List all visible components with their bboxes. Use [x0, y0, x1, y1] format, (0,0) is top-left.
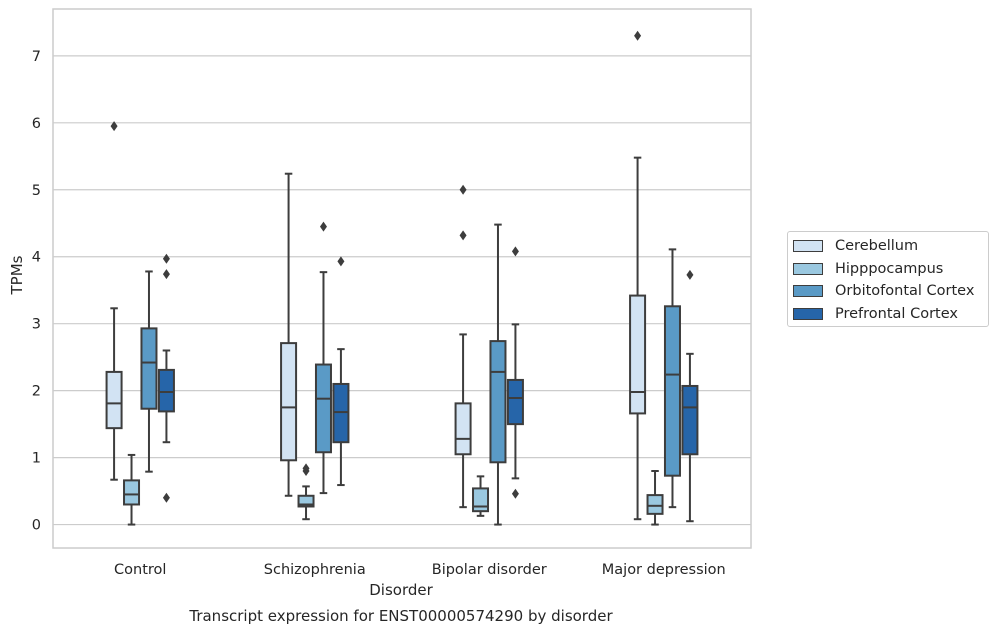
- y-tick-label: 7: [32, 49, 41, 65]
- x-tick-label-bipolar-disorder: Bipolar disorder: [432, 562, 547, 578]
- y-tick-label: 4: [32, 250, 41, 266]
- legend-item-prefrontal-cortex: Prefrontal Cortex: [793, 303, 988, 326]
- outlier-bipolar-disorder-cerebellum-0: [459, 230, 467, 241]
- y-tick-label: 2: [32, 384, 41, 400]
- y-tick-label: 1: [32, 451, 41, 467]
- legend-swatch-cerebellum: [793, 240, 823, 253]
- legend-label-cerebellum: Cerebellum: [835, 238, 919, 255]
- x-tick-label-major-depression: Major depression: [602, 562, 726, 578]
- outlier-control-prefrontal-cortex-2: [162, 253, 170, 264]
- box-bipolar-disorder-orbitofontal-cortex: [489, 340, 507, 464]
- outlier-major-depression-prefrontal-cortex-0: [686, 269, 694, 280]
- y-tick-label: 5: [32, 183, 41, 199]
- box-major-depression-prefrontal-cortex: [681, 384, 699, 456]
- legend-label-hippocampus: Hipppocampus: [835, 260, 944, 277]
- outlier-control-cerebellum-0: [110, 121, 118, 132]
- box-schizophrenia-hipppocampus: [297, 494, 315, 508]
- plot-frame: [52, 8, 752, 549]
- box-control-orbitofontal-cortex: [140, 327, 158, 410]
- y-axis-label: TPMs: [8, 255, 26, 295]
- y-tick-label: 3: [32, 317, 41, 333]
- box-schizophrenia-cerebellum: [280, 342, 298, 462]
- x-axis-label: Disorder: [369, 581, 433, 599]
- outlier-bipolar-disorder-prefrontal-cortex-1: [511, 246, 519, 257]
- outlier-control-prefrontal-cortex-0: [162, 492, 170, 503]
- y-tick-label: 0: [32, 518, 41, 534]
- box-bipolar-disorder-cerebellum: [454, 402, 472, 456]
- x-tick-label-schizophrenia: Schizophrenia: [264, 562, 366, 578]
- outlier-bipolar-disorder-prefrontal-cortex-0: [511, 488, 519, 499]
- legend-swatch-orbitofrontal-cortex: [793, 285, 823, 298]
- box-control-hipppocampus: [123, 479, 141, 506]
- box-control-cerebellum: [105, 370, 123, 430]
- legend-label-orbitofrontal-cortex: Orbitofontal Cortex: [835, 283, 975, 300]
- x-tick-label-control: Control: [114, 562, 166, 578]
- box-control-prefrontal-cortex: [157, 368, 175, 413]
- legend-swatch-prefrontal-cortex: [793, 307, 823, 320]
- y-tick-label: 6: [32, 116, 41, 132]
- outlier-schizophrenia-hipppocampus-1: [302, 463, 310, 474]
- box-schizophrenia-orbitofontal-cortex: [314, 363, 332, 454]
- outlier-control-prefrontal-cortex-1: [162, 269, 170, 280]
- legend: Cerebellum Hipppocampus Orbitofontal Cor…: [787, 231, 989, 327]
- legend-item-orbitofrontal-cortex: Orbitofontal Cortex: [793, 280, 988, 303]
- legend-swatch-hippocampus: [793, 262, 823, 275]
- box-bipolar-disorder-prefrontal-cortex: [506, 378, 524, 426]
- legend-label-prefrontal-cortex: Prefrontal Cortex: [835, 305, 958, 322]
- legend-item-hippocampus: Hipppocampus: [793, 258, 988, 281]
- box-major-depression-orbitofontal-cortex: [663, 305, 681, 477]
- box-major-depression-hipppocampus: [646, 494, 664, 515]
- outlier-major-depression-cerebellum-0: [634, 30, 642, 41]
- chart-caption: Transcript expression for ENST0000057429…: [189, 607, 613, 625]
- box-major-depression-cerebellum: [629, 294, 647, 415]
- outlier-schizophrenia-prefrontal-cortex-0: [337, 256, 345, 267]
- outlier-bipolar-disorder-cerebellum-1: [459, 184, 467, 195]
- box-bipolar-disorder-hipppocampus: [472, 487, 490, 513]
- outlier-schizophrenia-orbitofontal-cortex-0: [319, 221, 327, 232]
- box-schizophrenia-prefrontal-cortex: [332, 382, 350, 444]
- legend-item-cerebellum: Cerebellum: [793, 235, 988, 258]
